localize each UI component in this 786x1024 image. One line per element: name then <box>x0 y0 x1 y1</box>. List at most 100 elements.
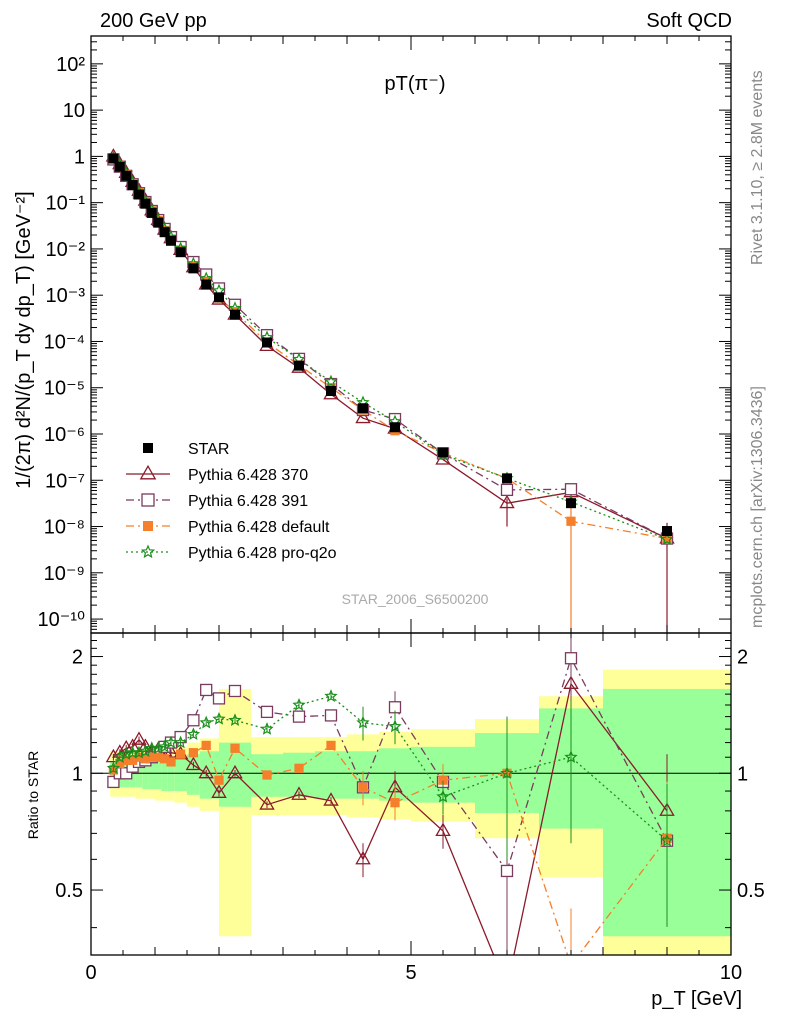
y-tick-label: 10⁻⁹ <box>44 563 85 585</box>
point-star <box>127 180 138 191</box>
legend-marker <box>143 443 153 453</box>
ratio-point-pythia-6-428-pro-q2o <box>132 745 146 759</box>
point-star <box>159 227 170 238</box>
ratio-point-pythia-6-428-370 <box>259 796 275 810</box>
band-green <box>187 754 200 795</box>
header-right: Soft QCD <box>646 10 732 32</box>
band-green <box>161 757 168 792</box>
ratio-point-pythia-6-428-default <box>214 775 224 785</box>
main-plot <box>105 148 675 633</box>
side-label-bottom: mcplots.cern.ch [arXiv:1306.3436] <box>749 386 766 628</box>
header-left: 200 GeV pp <box>100 10 207 32</box>
legend-marker <box>139 464 157 480</box>
ratio-point-pythia-6-428-370 <box>131 731 147 745</box>
point-star <box>146 207 157 218</box>
ratio-ylabel: Ratio to STAR <box>25 751 41 839</box>
y-tick-label: 10⁻⁷ <box>45 470 85 492</box>
point-star <box>390 422 400 433</box>
y-tick-label: 10⁻³ <box>46 285 86 307</box>
ratio-point-pythia-6-428-391 <box>120 767 133 780</box>
ratio-point-pythia-6-428-391 <box>187 714 200 727</box>
ratio-point-pythia-6-428-pro-q2o <box>260 722 274 735</box>
band-green <box>155 758 162 790</box>
point-star <box>108 153 119 164</box>
ratio-point-pythia-6-428-391 <box>292 710 306 723</box>
ratio-point-pythia-6-428-391 <box>228 684 242 698</box>
ratio-point-pythia-6-428-pro-q2o <box>119 747 133 760</box>
ratio-point-pythia-6-428-pro-q2o <box>292 697 306 711</box>
ratio-point-pythia-6-428-pro-q2o <box>356 715 370 729</box>
band-green <box>174 757 187 792</box>
ratio-point-pythia-6-428-pro-q2o <box>212 711 226 725</box>
ratio-point-pythia-6-428-pro-q2o <box>106 761 121 775</box>
y-tick-label: 10⁻¹⁰ <box>38 609 85 631</box>
plot-title: pT(π⁻) <box>384 73 445 95</box>
point-star <box>214 292 224 303</box>
ratio-tick-label-right: 0.5 <box>737 880 765 902</box>
band-green <box>142 758 149 790</box>
ratio-point-pythia-6-428-391 <box>324 709 338 722</box>
watermark: STAR_2006_S6500200 <box>342 591 489 607</box>
band-green <box>283 752 315 797</box>
ratio-point-pythia-6-428-370 <box>435 822 451 837</box>
ratio-tick-label-left: 2 <box>72 647 83 669</box>
point-pythia-6-428-default <box>566 516 576 526</box>
ratio-tick-label-left: 0.5 <box>55 880 83 902</box>
y-tick-label: 10² <box>56 54 85 76</box>
band-green <box>167 757 175 792</box>
ratio-point-pythia-6-428-default <box>390 798 400 808</box>
ratio-point-pythia-6-428-pro-q2o <box>186 727 201 741</box>
ratio-point-pythia-6-428-370 <box>185 756 202 771</box>
ratio-point-pythia-6-428-391 <box>200 683 213 697</box>
y-tick-label: 10⁻⁵ <box>44 378 85 400</box>
point-star <box>230 309 240 320</box>
ratio-point-pythia-6-428-default <box>358 782 368 792</box>
ratio-point-pythia-6-428-default <box>166 757 176 767</box>
ratio-point-pythia-6-428-pro-q2o <box>173 735 188 749</box>
x-tick-label: 0 <box>85 962 96 984</box>
point-star <box>153 217 164 228</box>
point-star <box>175 247 186 258</box>
point-pythia-6-428-391 <box>500 483 514 497</box>
point-star <box>121 170 132 181</box>
band-green <box>148 758 155 790</box>
legend-label: STAR <box>188 441 229 458</box>
legend-marker <box>141 493 155 507</box>
ratio-point-pythia-6-428-391 <box>500 864 514 878</box>
point-star <box>502 473 512 484</box>
ratio-point-pythia-6-428-pro-q2o <box>199 715 213 729</box>
y-tick-label: 10⁻⁴ <box>44 331 85 353</box>
y-tick-label: 10⁻² <box>46 239 86 261</box>
point-pythia-6-428-pro-q2o <box>324 374 338 388</box>
ratio-line-pythia-6-428-pro-q2o <box>112 695 668 842</box>
ratio-point-pythia-6-428-default <box>230 743 240 753</box>
ratio-point-pythia-6-428-391 <box>260 705 274 719</box>
ratio-point-pythia-6-428-default <box>188 748 199 758</box>
band-green <box>135 760 143 788</box>
ratio-point-pythia-6-428-391 <box>107 775 120 789</box>
ratio-point-pythia-6-428-pro-q2o <box>228 713 242 726</box>
point-pythia-6-428-370 <box>355 409 371 424</box>
legend-marker <box>143 521 153 531</box>
point-star <box>358 403 368 414</box>
point-pythia-6-428-370 <box>499 494 515 509</box>
main-frame <box>90 35 732 634</box>
ratio-point-pythia-6-428-370 <box>323 792 339 806</box>
legend-label: Pythia 6.428 391 <box>188 493 308 510</box>
ratio-tick-label-right: 2 <box>737 647 748 669</box>
main-ylabel: 1/(2π) d²N/(p_T dy dp_T) [GeV⁻²] <box>13 191 35 488</box>
band-green <box>315 751 347 799</box>
point-star <box>188 263 199 274</box>
point-star <box>262 337 272 348</box>
y-tick-label: 10⁻¹ <box>46 193 86 215</box>
ratio-point-pythia-6-428-default <box>567 961 575 969</box>
point-star <box>140 198 151 209</box>
point-star <box>326 385 336 396</box>
ratio-point-pythia-6-428-pro-q2o <box>500 766 514 779</box>
ratio-plot <box>105 634 675 969</box>
ratio-point-pythia-6-428-default <box>326 740 336 751</box>
band-green <box>212 751 219 799</box>
point-star <box>662 526 672 537</box>
y-tick-label: 10⁻⁸ <box>44 517 85 539</box>
ratio-uncertainty-bands <box>91 669 731 955</box>
